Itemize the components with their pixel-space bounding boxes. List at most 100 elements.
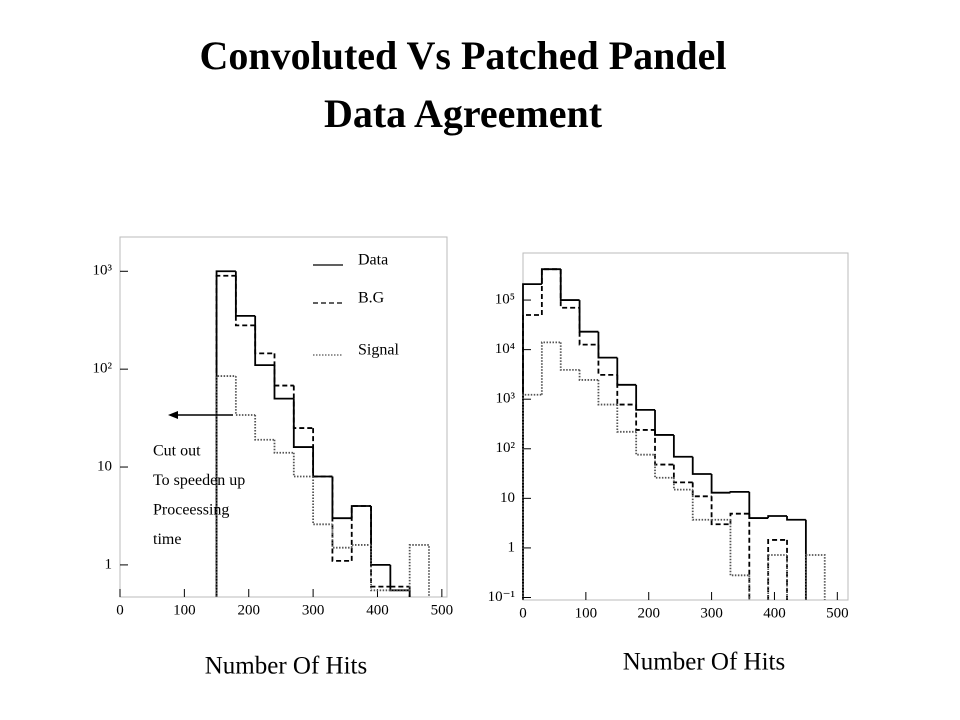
annotation: Proceessing bbox=[153, 502, 229, 519]
histogram-bin bbox=[578, 300, 599, 333]
histogram-bin bbox=[691, 489, 712, 521]
title-line: Convoluted Vs Patched Pandel bbox=[199, 33, 726, 78]
legend-label: B.G bbox=[358, 290, 385, 307]
title-line: Data Agreement bbox=[324, 91, 603, 136]
histogram-bin bbox=[729, 519, 750, 577]
histogram-bin bbox=[597, 344, 618, 376]
histogram-bin bbox=[635, 404, 656, 431]
histogram-bin bbox=[578, 369, 599, 381]
histogram-bin bbox=[748, 491, 769, 519]
histogram-bin bbox=[292, 452, 314, 478]
histogram-bin bbox=[292, 398, 314, 448]
x-tick-label: 500 bbox=[826, 605, 849, 621]
histogram-bin bbox=[312, 428, 333, 478]
histogram-bin bbox=[540, 268, 561, 285]
histogram-bin bbox=[331, 476, 352, 562]
histogram-bin bbox=[767, 515, 788, 519]
histogram-bin bbox=[786, 516, 806, 521]
x-tick-label: 300 bbox=[302, 602, 325, 618]
histogram-bin bbox=[234, 275, 256, 327]
histogram-bin bbox=[729, 512, 750, 525]
histogram-bin bbox=[672, 477, 693, 491]
histogram-bin bbox=[408, 544, 430, 597]
histogram-bin bbox=[312, 447, 333, 478]
x-tick-label: 100 bbox=[575, 605, 598, 621]
x-tick-label: 200 bbox=[237, 602, 260, 618]
histogram-bin bbox=[654, 409, 674, 436]
histogram-bin bbox=[522, 393, 542, 600]
histogram-bin bbox=[729, 490, 750, 493]
x-axis-label: Number Of Hits bbox=[205, 653, 367, 680]
histogram-bin bbox=[273, 365, 294, 400]
histogram-bin bbox=[710, 496, 731, 526]
x-axis-label: Number Of Hits bbox=[623, 649, 785, 676]
histogram-bin bbox=[350, 505, 372, 561]
histogram-bin bbox=[559, 269, 580, 301]
y-tick-label: 10⁴ bbox=[495, 341, 515, 357]
plot-frame bbox=[119, 236, 448, 598]
y-tick-label: 1 bbox=[105, 556, 113, 572]
legend-label: Data bbox=[358, 252, 388, 269]
histogram-bin bbox=[559, 269, 580, 309]
x-tick-label: 300 bbox=[700, 605, 723, 621]
histogram-bin bbox=[254, 325, 275, 355]
histogram-bin bbox=[312, 476, 333, 526]
histogram-bin bbox=[597, 379, 618, 406]
y-tick-label: 10² bbox=[496, 440, 516, 456]
x-tick-label: 0 bbox=[116, 602, 124, 618]
histogram-bin bbox=[215, 270, 236, 597]
annotation: Cut out bbox=[153, 443, 201, 460]
histogram-bin bbox=[273, 353, 294, 387]
histogram-bin bbox=[370, 505, 391, 566]
histogram-bin bbox=[522, 283, 542, 600]
histogram-bin bbox=[522, 314, 542, 600]
y-tick-label: 10³ bbox=[496, 391, 516, 407]
histogram-bin bbox=[350, 505, 372, 519]
histogram-bin bbox=[672, 434, 693, 458]
histogram-bin bbox=[578, 307, 599, 346]
histogram-bin bbox=[292, 385, 314, 429]
histogram-bin bbox=[234, 271, 256, 317]
histogram-bin bbox=[672, 464, 693, 484]
x-tick-label: 0 bbox=[519, 605, 527, 621]
y-tick-label: 10⁻¹ bbox=[488, 589, 515, 605]
histogram-bin bbox=[635, 431, 656, 456]
arrow-head bbox=[168, 411, 178, 419]
y-tick-label: 10³ bbox=[93, 263, 113, 279]
y-tick-label: 10 bbox=[97, 458, 112, 474]
plot-frame bbox=[522, 252, 849, 601]
histogram-bin bbox=[254, 415, 275, 441]
histogram-bin bbox=[767, 539, 788, 600]
histogram-bin bbox=[331, 476, 352, 520]
histogram-bin bbox=[804, 554, 826, 600]
histogram-bin bbox=[559, 342, 580, 371]
x-tick-label: 400 bbox=[763, 605, 786, 621]
histogram-bin bbox=[370, 505, 391, 588]
x-tick-label: 200 bbox=[637, 605, 660, 621]
histogram-bin bbox=[654, 454, 674, 479]
histogram-bin bbox=[273, 439, 294, 454]
histogram-bin bbox=[254, 315, 275, 367]
histogram-bin bbox=[370, 544, 391, 592]
legend-label: Signal bbox=[358, 342, 399, 359]
histogram-bin bbox=[540, 268, 561, 315]
histogram-bin bbox=[234, 376, 256, 416]
x-tick-label: 500 bbox=[431, 602, 454, 618]
x-tick-label: 400 bbox=[366, 602, 389, 618]
y-tick-label: 10⁵ bbox=[495, 292, 515, 308]
histogram-bin bbox=[616, 357, 637, 386]
x-tick-label: 100 bbox=[173, 602, 196, 618]
histogram-bin bbox=[691, 456, 712, 475]
histogram-bin bbox=[350, 544, 372, 548]
annotation: time bbox=[153, 531, 181, 548]
histogram-bin bbox=[616, 404, 637, 433]
histogram-bin bbox=[215, 274, 236, 597]
histogram-bin bbox=[710, 473, 731, 494]
histogram-bin bbox=[597, 331, 618, 359]
histogram-bin bbox=[691, 482, 712, 498]
y-tick-label: 1 bbox=[508, 539, 516, 555]
histogram-bin bbox=[767, 554, 788, 600]
y-tick-label: 10 bbox=[500, 490, 515, 506]
histogram-bin bbox=[616, 374, 637, 406]
